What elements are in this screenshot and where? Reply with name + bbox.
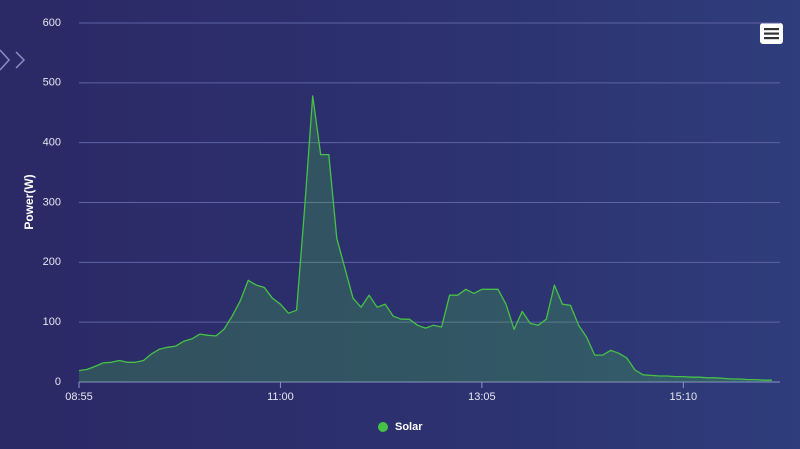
- y-tick-label: 300: [43, 196, 61, 208]
- y-axis-title: Power(W): [22, 174, 36, 229]
- nav-chevrons[interactable]: [0, 49, 26, 71]
- x-tick-label: 08:55: [65, 391, 93, 403]
- legend-label: Solar: [395, 421, 423, 433]
- chevron: [0, 49, 11, 71]
- x-tick-label: 11:00: [267, 391, 294, 403]
- area-fill: [79, 96, 772, 382]
- menu-line: [764, 32, 779, 35]
- y-tick-label: 0: [55, 376, 61, 388]
- x-tick-label: 15:10: [670, 391, 698, 403]
- line: [78, 95, 772, 381]
- y-tick-label: 500: [43, 77, 61, 89]
- y-tick-label: 600: [43, 17, 61, 29]
- chevron: [15, 51, 26, 69]
- menu-line: [764, 28, 779, 31]
- menu-button[interactable]: [760, 23, 783, 44]
- y-tick-label: 400: [43, 137, 61, 149]
- y-tick-label: 200: [43, 256, 61, 268]
- x-tick-label: 13:05: [468, 391, 496, 403]
- menu-line: [764, 37, 779, 40]
- y-tick-label: 100: [43, 316, 61, 328]
- legend-marker: [378, 422, 388, 432]
